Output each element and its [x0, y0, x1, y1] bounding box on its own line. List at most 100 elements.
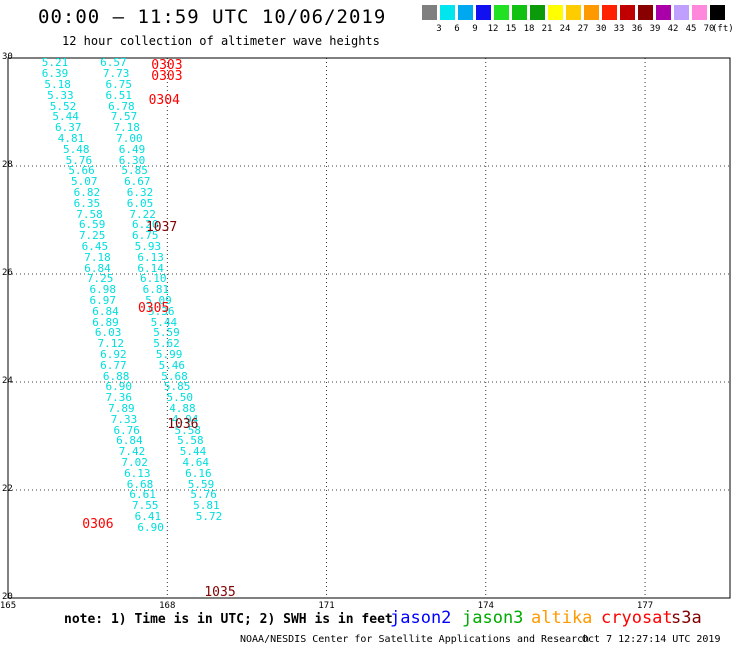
- wave-height-value: 5.66: [68, 164, 95, 178]
- latitude-tick-label: 30: [2, 52, 13, 62]
- wave-height-value: 7.18: [113, 121, 140, 135]
- wave-height-value: 5.59: [153, 326, 180, 340]
- legend-swatch: [548, 5, 563, 20]
- wave-height-value: 6.41: [134, 510, 162, 523]
- wave-height-value: 6.90: [105, 380, 132, 394]
- legend-label: 9: [472, 24, 478, 34]
- wave-height-value: 5.76: [65, 153, 93, 167]
- legend-label: 12: [487, 24, 499, 34]
- longitude-tick-label: 171: [318, 601, 335, 611]
- wave-height-value: 6.32: [126, 186, 154, 199]
- legend-label: 33: [613, 24, 625, 34]
- legend-swatch: [620, 5, 635, 20]
- wave-height-value: 6.81: [142, 283, 170, 297]
- longitude-tick-label: 177: [636, 601, 654, 611]
- satellite-label-cryosat: cryosat: [601, 608, 673, 628]
- legend-swatch: [656, 5, 671, 20]
- pass-number-label: 0303: [151, 68, 183, 84]
- wave-height-value: 6.14: [137, 261, 164, 275]
- wave-height-value: 5.44: [150, 315, 178, 329]
- wave-height-value: 5.76: [190, 488, 217, 502]
- wave-height-value: 6.13: [137, 250, 164, 264]
- satellite-label-altika: altika: [531, 608, 593, 628]
- wave-height-value: 6.97: [89, 294, 117, 307]
- wave-height-value: 6.20: [132, 218, 159, 232]
- wave-height-value: 6.90: [137, 520, 164, 534]
- wave-height-value: 4.81: [57, 132, 85, 145]
- legend-label: 21: [541, 24, 553, 34]
- wave-height-value: 7.89: [108, 402, 135, 415]
- legend-swatch: [692, 5, 707, 20]
- wave-height-value: 5.48: [63, 142, 90, 156]
- wave-height-value: 5.81: [193, 499, 220, 513]
- pass-number-label: 1035: [204, 584, 236, 600]
- satellite-label-jason2: jason2: [390, 608, 452, 628]
- wave-height-value: 5.59: [187, 477, 215, 491]
- wave-height-value: 7.73: [102, 67, 130, 81]
- wave-height-value: 7.22: [129, 207, 156, 221]
- legend-label: 42: [667, 24, 679, 34]
- wave-height-value: 5.68: [161, 369, 188, 383]
- legend-swatch: [602, 5, 617, 20]
- wave-height-value: 5.58: [177, 434, 204, 448]
- legend-unit: (ft): [712, 24, 734, 34]
- wave-height-value: 6.35: [73, 196, 101, 210]
- legend-label: 24: [559, 24, 571, 34]
- wave-height-value: 6.76: [113, 423, 140, 437]
- legend-label: 36: [631, 24, 643, 34]
- pass-number-label: 0305: [137, 301, 170, 317]
- wave-height-value: 6.51: [105, 88, 132, 102]
- wave-height-value: 6.59: [78, 218, 106, 232]
- legend-swatch: [674, 5, 689, 20]
- wave-height-value: 5.33: [47, 88, 74, 102]
- wave-height-value: 6.49: [118, 142, 146, 156]
- wave-height-value: 5.44: [52, 110, 79, 124]
- wave-height-value: 7.33: [110, 412, 138, 426]
- wave-height-value: 5.07: [70, 175, 98, 189]
- wave-height-value: 5.36: [147, 304, 175, 318]
- wave-height-value: 6.82: [73, 186, 101, 199]
- legend-swatch: [566, 5, 581, 20]
- legend-label: 6: [454, 24, 460, 34]
- wave-height-value: 5.85: [121, 164, 148, 178]
- wave-height-value: 7.25: [86, 272, 114, 286]
- legend-label: 45: [685, 24, 697, 34]
- wave-height-value: 7.02: [121, 456, 148, 469]
- pass-number-label: 0306: [82, 517, 114, 533]
- longitude-tick-label: 174: [477, 601, 494, 611]
- wave-height-value: 6.37: [55, 121, 82, 135]
- wave-height-value: 6.57: [100, 56, 127, 70]
- latitude-tick-label: 22: [2, 484, 13, 494]
- page-subtitle: 12 hour collection of altimeter wave hei…: [62, 34, 380, 48]
- pass-number-label: 1036: [167, 417, 199, 433]
- wave-height-value: 5.18: [44, 78, 71, 91]
- wave-height-value: 5.09: [145, 294, 172, 307]
- latitude-tick-label: 20: [2, 592, 13, 602]
- legend-swatch: [494, 5, 509, 20]
- legend-swatch: [638, 5, 653, 20]
- map-frame: [7, 57, 731, 599]
- wave-height-value: 6.16: [185, 466, 212, 480]
- wave-height-value: 5.62: [153, 337, 180, 351]
- legend-swatch: [440, 5, 455, 20]
- wave-height-value: 5.50: [166, 391, 194, 405]
- pass-number-label: 0304: [148, 93, 180, 109]
- wave-height-value: 7.42: [118, 445, 146, 459]
- satellite-label-s3a: s3a: [671, 608, 702, 628]
- legend-swatch: [530, 5, 545, 20]
- legend-label: 18: [523, 24, 535, 34]
- wave-height-value: 6.39: [41, 67, 69, 81]
- wave-height-value: 6.84: [116, 434, 143, 448]
- legend-swatch: [476, 5, 491, 20]
- wave-height-value: 6.75: [105, 78, 132, 91]
- legend-label: 70: [703, 24, 715, 34]
- wave-height-value: 5.93: [134, 240, 162, 253]
- wave-height-value: 6.03: [94, 326, 122, 340]
- wave-height-value: 7.12: [97, 337, 125, 351]
- legend-label: 39: [649, 24, 661, 34]
- wave-height-value: 7.00: [116, 132, 143, 145]
- wave-height-value: 5.52: [49, 99, 77, 113]
- wave-height-value: 7.25: [78, 229, 106, 243]
- latitude-tick-label: 24: [2, 376, 13, 386]
